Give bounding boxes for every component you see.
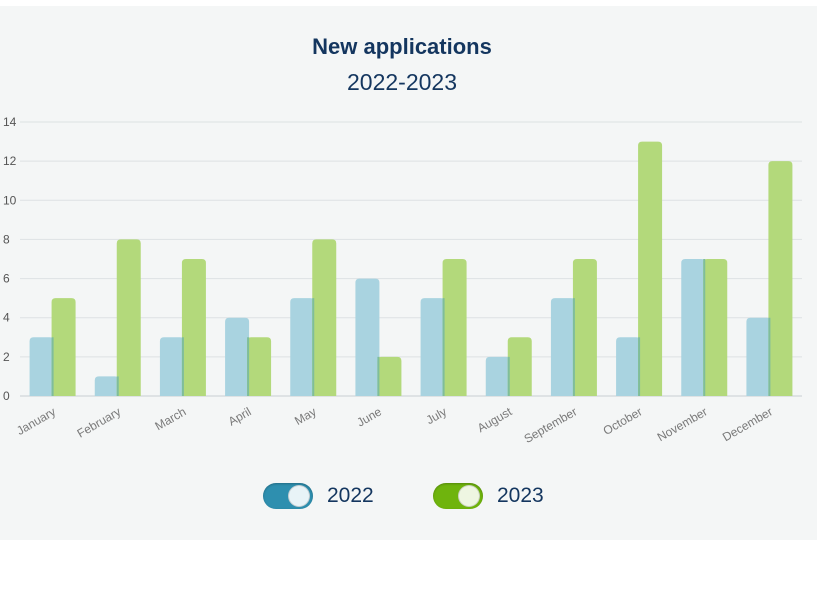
x-tick-label-september: September <box>522 404 580 445</box>
bar-chart: 0 2 4 6 8 10 12 14 January February March April May J… <box>3 115 802 446</box>
legend-label-2023: 2023 <box>497 484 544 507</box>
bar-2023-march <box>181 259 206 396</box>
bar-overlap-june <box>377 356 380 396</box>
y-tick-label: 12 <box>3 154 17 168</box>
bar-2022-august <box>485 356 510 396</box>
bar-2023-october <box>638 141 663 396</box>
y-tick-label: 14 <box>3 115 17 129</box>
x-tick-label-january: January <box>14 404 58 437</box>
toggle-knob <box>458 485 480 507</box>
bar-2022-july <box>420 298 445 396</box>
bar-overlap-february <box>116 376 119 396</box>
chart-legend: 2022 2023 <box>0 478 817 518</box>
bar-overlap-december <box>768 317 771 396</box>
bar-overlap-november <box>703 259 706 396</box>
bar-overlap-october <box>638 337 641 396</box>
bar-2023-january <box>51 298 76 396</box>
bar-2023-february <box>116 239 141 396</box>
x-tick-label-may: May <box>292 404 319 427</box>
bar-2023-april <box>247 337 272 396</box>
legend-item-2022[interactable]: 2022 <box>263 478 374 514</box>
bar-2022-march <box>159 337 184 396</box>
y-tick-label: 10 <box>3 193 17 207</box>
bar-overlap-may <box>312 298 315 396</box>
bar-2023-june <box>377 356 402 396</box>
x-tick-label-november: November <box>655 404 710 444</box>
bar-2022-june <box>355 278 380 396</box>
x-tick-label-june: June <box>354 404 384 429</box>
bar-2022-january <box>29 337 54 396</box>
x-tick-label-december: December <box>720 404 775 444</box>
bar-2022-april <box>225 317 250 396</box>
series-toggle-2022[interactable] <box>263 483 313 509</box>
bar-overlap-september <box>572 298 575 396</box>
bar-2023-december <box>768 161 793 396</box>
series-toggle-2023[interactable] <box>433 483 483 509</box>
legend-label-2022: 2022 <box>327 484 374 507</box>
bar-2023-september <box>572 259 597 396</box>
legend-item-2023[interactable]: 2023 <box>433 478 544 514</box>
x-tick-label-july: July <box>424 404 449 427</box>
y-tick-label: 2 <box>3 350 10 364</box>
bar-2023-august <box>507 337 532 396</box>
bar-overlap-july <box>442 298 445 396</box>
y-tick-label: 0 <box>3 389 10 403</box>
y-tick-label: 6 <box>3 272 10 286</box>
bar-2022-september <box>550 298 575 396</box>
bar-overlap-march <box>181 337 184 396</box>
bar-overlap-april <box>247 337 250 396</box>
y-tick-label: 4 <box>3 311 10 325</box>
bar-2022-may <box>290 298 315 396</box>
toggle-knob <box>288 485 310 507</box>
bar-2022-november <box>681 259 706 396</box>
x-tick-label-april: April <box>226 404 254 428</box>
y-tick-label: 8 <box>3 232 10 246</box>
x-tick-label-march: March <box>153 404 189 433</box>
x-tick-label-august: August <box>475 404 515 435</box>
bar-2022-october <box>616 337 641 396</box>
bar-2023-may <box>312 239 337 396</box>
bar-overlap-january <box>51 337 54 396</box>
x-tick-label-october: October <box>601 404 645 437</box>
chart-subtitle: 2022-2023 <box>347 69 457 95</box>
bar-overlap-august <box>507 356 510 396</box>
bar-2022-february <box>94 376 119 396</box>
chart-title: New applications <box>312 34 492 59</box>
bar-2023-november <box>703 259 728 396</box>
bar-2023-july <box>442 259 467 396</box>
x-tick-label-february: February <box>75 404 124 440</box>
bar-2022-december <box>746 317 771 396</box>
